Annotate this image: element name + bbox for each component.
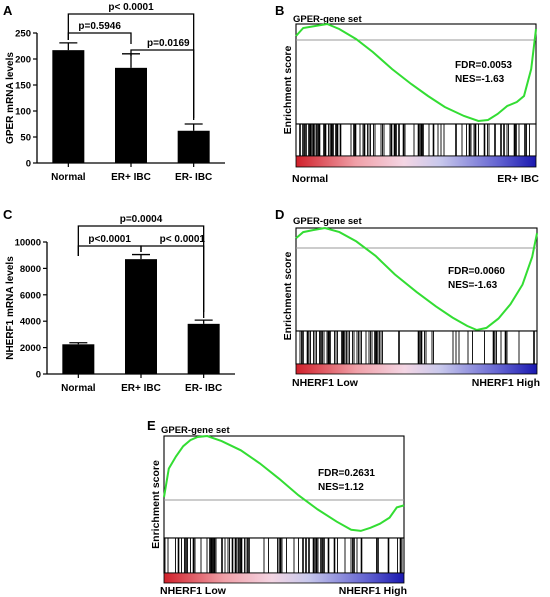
x-tick-label: ER- IBC — [185, 383, 222, 394]
gsea-title: GPER-gene set — [293, 216, 362, 227]
nes-label: NES=-1.63 — [448, 280, 498, 291]
enrichment-axis-label: Enrichment score — [150, 460, 162, 549]
y-tick-label: 0 — [26, 159, 31, 170]
gsea-plot-b: GPER-gene set Enrichment score FDR=0.0053 N… — [282, 14, 539, 185]
fdr-label: FDR=0.0060 — [448, 266, 505, 277]
y-axis-label: GPER mRNA levels — [5, 52, 16, 144]
y-tick-label: 250 — [15, 29, 31, 40]
y-tick-label: 8000 — [20, 264, 41, 275]
ranked-list-gradient — [163, 572, 405, 584]
bar-chart-nherf1: 0 2000 4000 6000 8000 10000 NHERF1 mRNA levels… — [5, 214, 235, 394]
right-phenotype-label: NHERF1 High — [472, 377, 540, 389]
left-phenotype-label: NHERF1 Low — [160, 585, 227, 597]
right-phenotype-label: NHERF1 High — [339, 585, 407, 597]
panel-letter-a: A — [3, 3, 13, 18]
bar-1 — [125, 259, 157, 374]
bar-2 — [187, 323, 220, 374]
y-tick-label: 50 — [20, 133, 31, 144]
fdr-label: FDR=0.0053 — [455, 60, 512, 71]
y-tick-label: 2000 — [20, 343, 41, 354]
gsea-title: GPER-gene set — [161, 425, 230, 436]
x-tick-label: ER+ IBC — [111, 172, 151, 183]
bar-chart-gper: 0 50 100 150 200 250 GPER mRNA levels Normal ER+… — [5, 2, 225, 183]
y-tick-label: 150 — [15, 81, 31, 92]
bar-0 — [52, 50, 85, 163]
left-phenotype-label: NHERF1 Low — [292, 377, 359, 389]
y-axis-label: NHERF1 mRNA levels — [5, 256, 16, 360]
ranked-list-gradient — [295, 363, 538, 375]
p-value-label: p=0.5946 — [78, 21, 121, 32]
ranked-list-gradient — [295, 155, 537, 168]
y-tick-label: 10000 — [15, 238, 41, 249]
bar-1 — [115, 67, 147, 163]
panel-letter-c: C — [3, 207, 13, 222]
panel-letter-e: E — [147, 418, 156, 433]
significance-bracket — [67, 32, 132, 44]
x-tick-label: Normal — [61, 383, 96, 394]
y-tick-label: 4000 — [20, 317, 41, 328]
p-value-label: p=0.0004 — [120, 214, 163, 225]
right-phenotype-label: ER+ IBC — [497, 173, 539, 185]
bar-2 — [177, 130, 210, 163]
x-tick-label: ER+ IBC — [121, 383, 161, 394]
gsea-plot-e: GPER-gene set Enrichment score FDR=0.2631 N… — [150, 425, 407, 597]
left-phenotype-label: Normal — [292, 173, 328, 185]
x-tick-label: ER- IBC — [175, 172, 212, 183]
enrichment-frame — [163, 435, 405, 539]
enrichment-curve — [295, 22, 537, 123]
significance-bracket — [130, 49, 195, 118]
y-tick-label: 100 — [15, 107, 31, 118]
y-tick-label: 6000 — [20, 290, 41, 301]
x-tick-label: Normal — [51, 172, 86, 183]
enrichment-axis-label: Enrichment score — [282, 45, 294, 134]
significance-bracket — [77, 245, 142, 256]
p-value-label: p=0.0169 — [147, 38, 190, 49]
panel-letter-d: D — [275, 207, 284, 222]
hits-frame — [163, 537, 405, 574]
y-tick-label: 200 — [15, 55, 31, 66]
nes-label: NES=1.12 — [318, 482, 364, 493]
enrichment-curve — [163, 434, 405, 532]
p-value-label: p< 0.0001 — [160, 234, 206, 245]
enrichment-axis-label: Enrichment score — [282, 251, 294, 340]
significance-bracket — [140, 245, 205, 312]
bar-0 — [62, 344, 95, 374]
gsea-plot-d: GPER-gene set Enrichment score FDR=0.0060 N… — [282, 216, 540, 389]
y-tick-label: 0 — [36, 370, 41, 381]
enrichment-curve — [295, 226, 538, 332]
panel-letter-b: B — [275, 3, 284, 18]
nes-label: NES=-1.63 — [455, 74, 505, 85]
gsea-title: GPER-gene set — [293, 14, 362, 25]
fdr-label: FDR=0.2631 — [318, 468, 375, 479]
p-value-label: p<0.0001 — [88, 234, 131, 245]
p-value-label: p< 0.0001 — [108, 2, 154, 13]
